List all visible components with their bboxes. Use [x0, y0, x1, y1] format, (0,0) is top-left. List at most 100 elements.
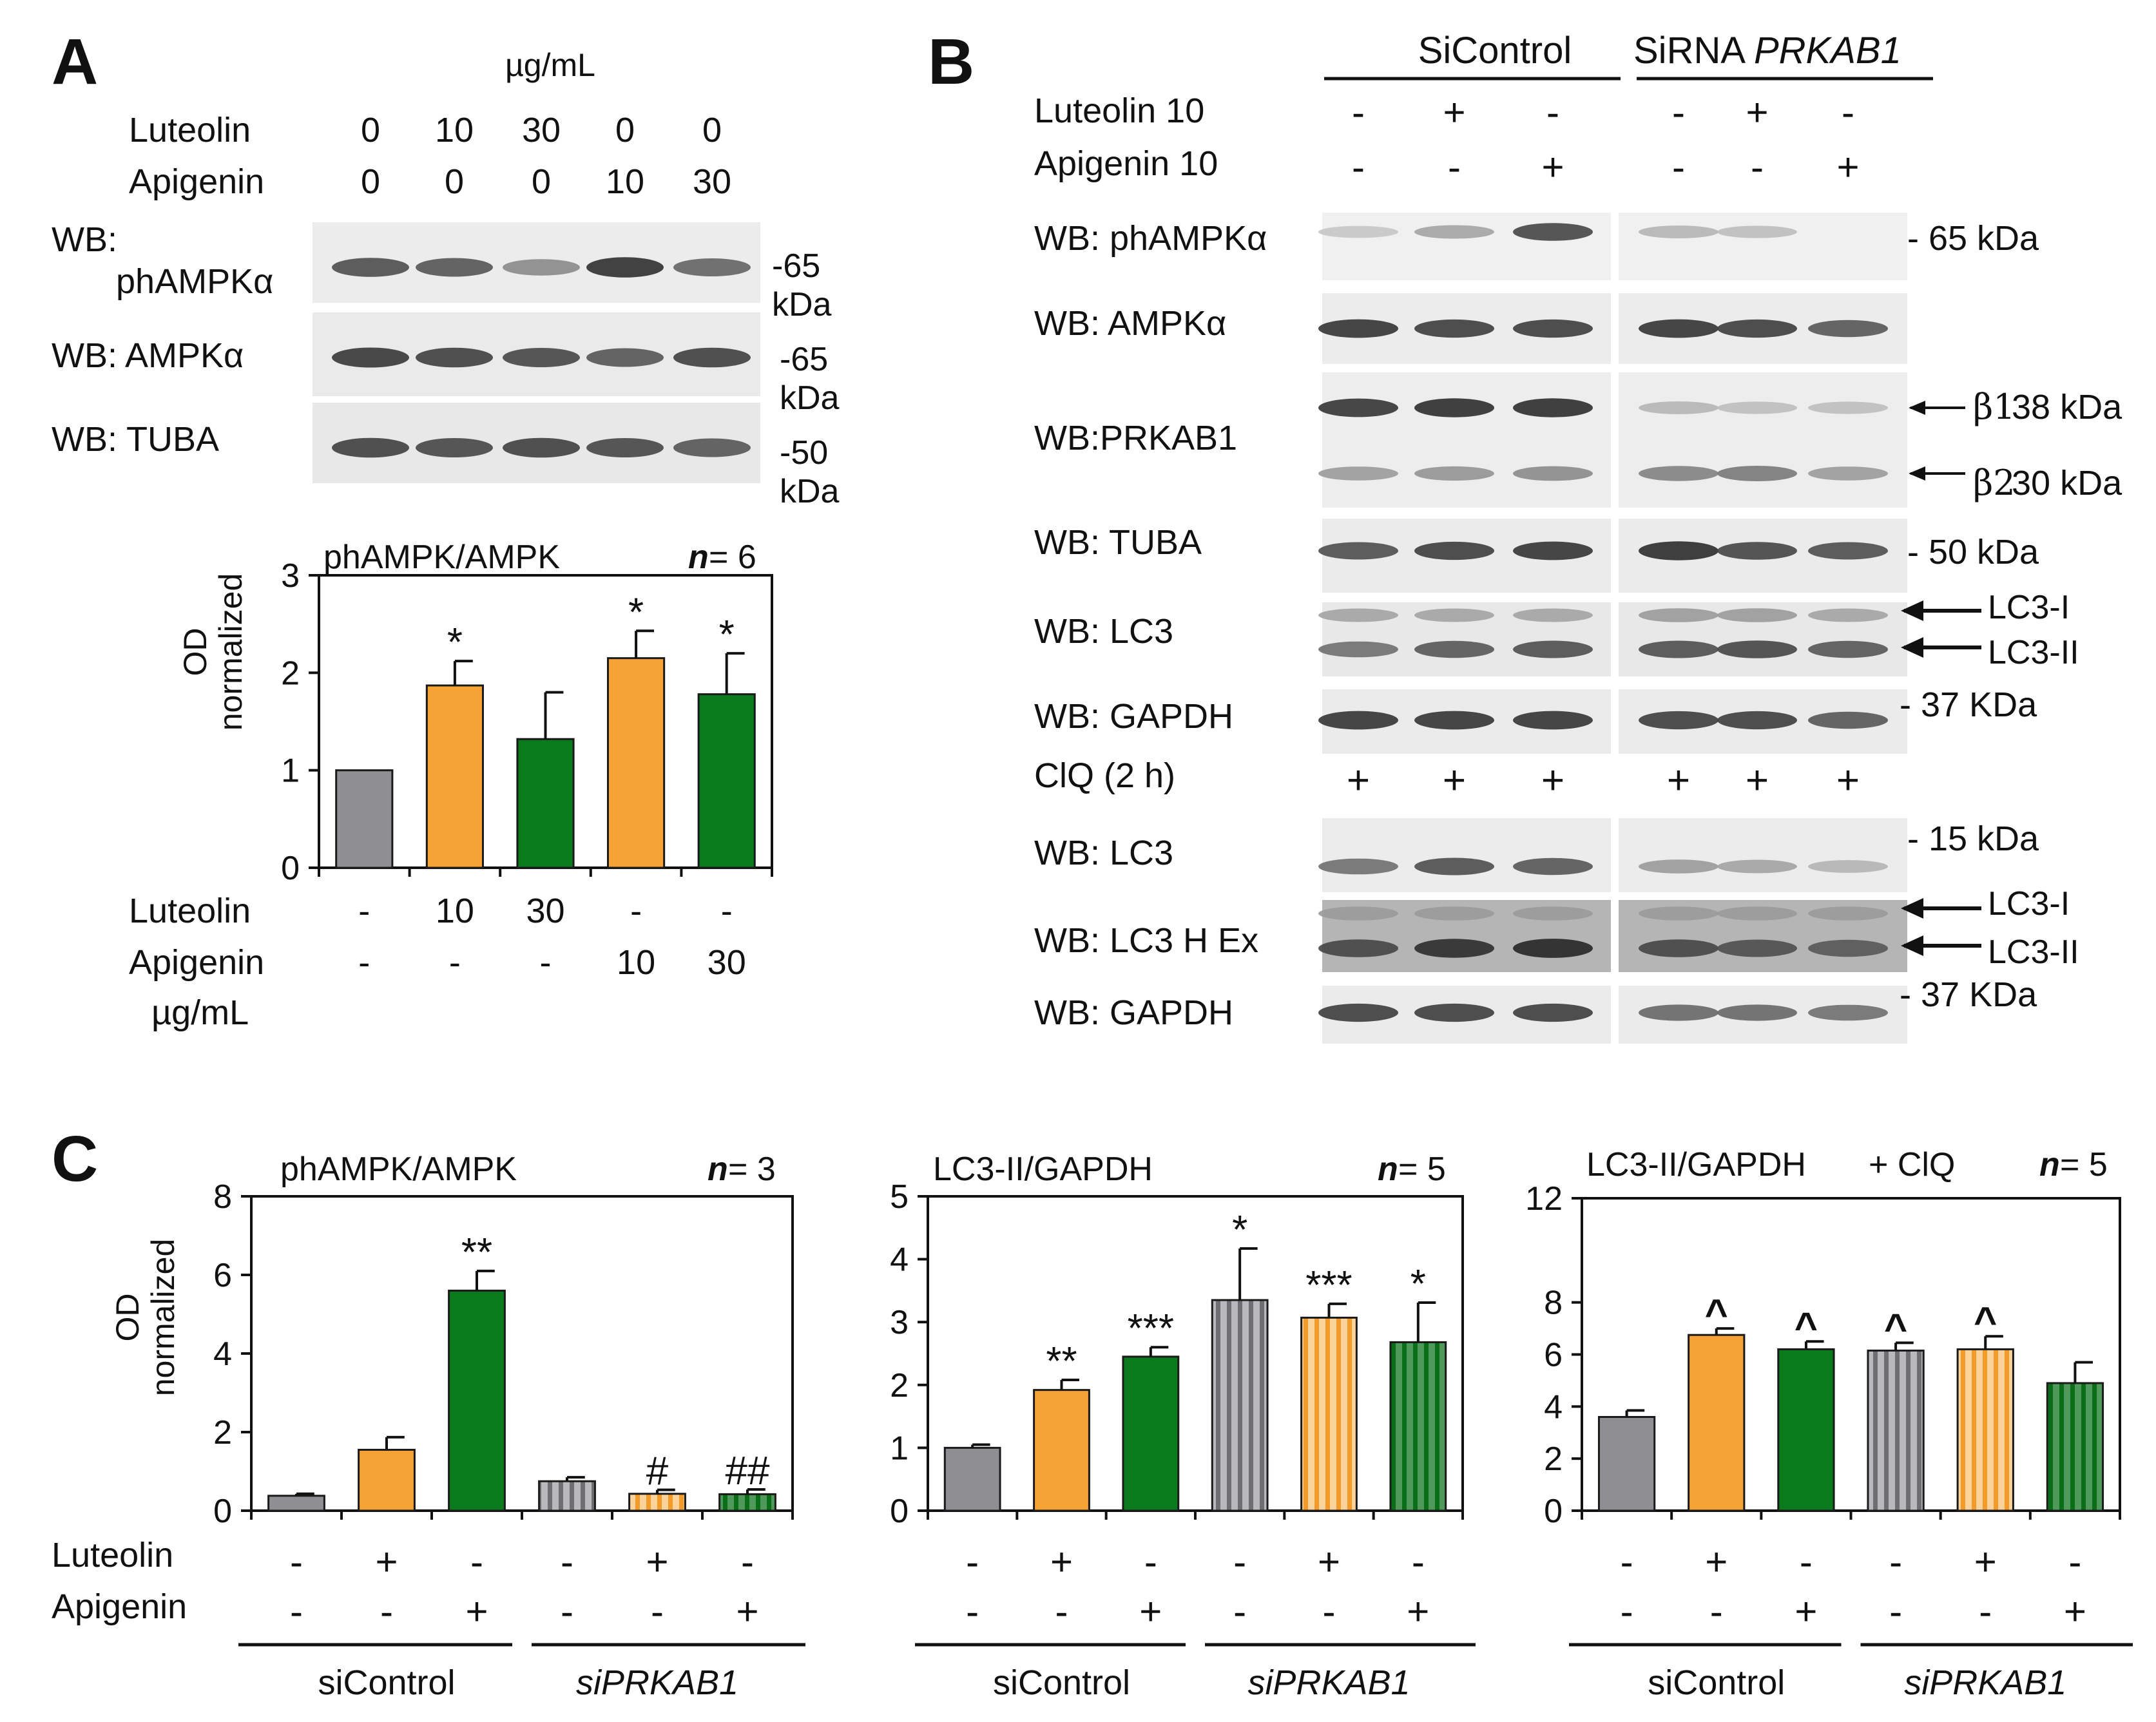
y-tick-label: 0 — [281, 850, 300, 887]
c3-chart: 0 2 4 6 8 12 ^ ^ ^ ^ — [1525, 1180, 2121, 1530]
bar — [1033, 1389, 1090, 1512]
treatment-sign-luteolin: - — [1233, 1540, 1246, 1583]
panel-b-apigenin-sign: - — [1448, 146, 1461, 189]
bar — [1211, 1299, 1269, 1512]
blot-band — [416, 347, 493, 368]
blot-band — [503, 437, 580, 458]
blot-band — [586, 438, 664, 457]
panel-a-apigenin-dose: 10 — [606, 162, 644, 201]
blot-band — [1513, 223, 1593, 241]
bar — [1777, 1348, 1835, 1512]
blot-band — [1414, 906, 1494, 921]
panel-b-apigenin-label: Apigenin 10 — [1034, 144, 1218, 183]
y-tick-label: 0 — [890, 1493, 909, 1530]
blot-band — [1717, 319, 1797, 338]
panel-a-bands — [332, 257, 751, 458]
y-tick-label: 3 — [890, 1304, 909, 1341]
panel-b-clq-sign: + — [1746, 758, 1769, 803]
treatment-sign-apigenin: - — [290, 1590, 303, 1633]
blot-band — [1639, 225, 1718, 238]
panel-a-ylabel-2: normalized — [213, 573, 249, 731]
blot-band — [503, 348, 580, 367]
treatment-sign-luteolin: + — [375, 1540, 398, 1583]
blot-band — [332, 437, 409, 458]
panel-a-blot2-size: -65 — [780, 341, 828, 378]
y-tick-label: 2 — [1544, 1440, 1563, 1478]
treatment-sign-apigenin: - — [1889, 1590, 1902, 1633]
plot-frame — [1581, 1197, 2121, 1512]
panel-a-chart: 0 1 2 3 * * * — [281, 557, 773, 887]
panel-b-marker-65: - 65 kDa — [1907, 219, 2039, 258]
panel-a-x-luteolin: - — [721, 892, 733, 930]
blot-band — [1414, 1003, 1494, 1022]
panel-a-x-apigenin: - — [358, 943, 370, 982]
blot-band — [1808, 542, 1888, 560]
blot-band — [1513, 640, 1593, 658]
treatment-sign-luteolin: - — [1889, 1540, 1902, 1583]
blot-band — [332, 347, 409, 368]
blot-band — [1639, 1004, 1718, 1021]
blot-band — [1717, 711, 1797, 730]
panel-b-lc3ii-arrow — [1901, 637, 1981, 658]
panel-a-x-apigenin-values: - - - 10 30 — [358, 943, 746, 982]
panel-a-blot3-unit: kDa — [780, 473, 840, 510]
blot-band — [1414, 225, 1494, 239]
treatment-sign-luteolin: - — [1621, 1540, 1633, 1583]
blot-band — [1513, 541, 1593, 560]
group-label-siprkab1: siPRKAB1 — [576, 1663, 738, 1702]
blot-band — [1717, 859, 1797, 874]
significance-mark: *** — [1128, 1306, 1174, 1351]
blot-band — [1414, 939, 1494, 958]
blot-membrane — [1619, 372, 1907, 508]
treatment-sign-luteolin: - — [1412, 1540, 1425, 1583]
treatment-sign-luteolin: - — [1144, 1540, 1157, 1583]
blot-band — [1318, 858, 1398, 875]
c1-title: phAMPK/AMPK — [280, 1151, 517, 1188]
bar — [1300, 1316, 1358, 1512]
panel-b-hex-lc3i-label: LC3-I — [1988, 885, 2070, 923]
treatment-sign-apigenin: - — [1621, 1590, 1633, 1633]
treatment-sign-apigenin: + — [465, 1590, 488, 1633]
blot-band — [1414, 640, 1494, 658]
plot-frame — [927, 1195, 1464, 1512]
panel-c-ylabel-2: normalized — [145, 1239, 181, 1397]
blot-band — [1808, 466, 1888, 481]
group-label-siprkab1: siPRKAB1 — [1904, 1663, 2066, 1702]
panel-b-marker-50: - 50 kDa — [1907, 533, 2039, 571]
panel-b: B SiControl SiRNA PRKAB1 Luteolin 10 Api… — [928, 26, 2122, 1044]
blot-band — [1639, 711, 1718, 730]
blot-band — [1318, 225, 1398, 238]
panel-a-x-apigenin: 10 — [617, 943, 655, 982]
blot-band — [586, 257, 664, 278]
group-label-sicontrol: siControl — [1648, 1663, 1785, 1702]
panel-a-conc-unit: µg/mL — [505, 47, 595, 83]
bar — [1389, 1341, 1447, 1512]
panel-a-blot1-size: -65 — [772, 247, 820, 285]
panel-b-apigenin-sign: + — [1541, 146, 1564, 189]
panel-a-luteolin-dose: 30 — [522, 111, 561, 149]
treatment-sign-apigenin: - — [1979, 1590, 1992, 1633]
bar — [516, 738, 575, 869]
panel-a-chart-title: phAMPK/AMPK — [323, 539, 560, 576]
significance-mark: * — [628, 590, 644, 635]
blot-band — [1808, 906, 1888, 921]
treatment-sign-apigenin: - — [966, 1590, 979, 1633]
bar — [1122, 1355, 1180, 1512]
panel-b-group2: SiRNA PRKAB1 — [1633, 30, 1901, 72]
panel-a-x-luteolin: 10 — [436, 892, 474, 930]
significance-mark: * — [719, 613, 735, 657]
panel-b-blot-label-ampk: WB: AMPKα — [1034, 304, 1226, 343]
blot-band — [1513, 939, 1593, 958]
c3-title: LC3-II/GAPDH — [1586, 1146, 1806, 1183]
panel-c-apigenin-label: Apigenin — [52, 1587, 187, 1626]
c1-n-label: n — [707, 1151, 728, 1188]
blot-band — [1639, 401, 1718, 414]
significance-mark: # — [646, 1449, 669, 1494]
treatment-sign-luteolin: + — [1050, 1540, 1073, 1583]
blot-band — [1717, 401, 1797, 414]
blot-membrane — [1322, 818, 1611, 892]
panel-b-beta2-size: 30 kDa — [2012, 464, 2122, 502]
y-tick-label: 4 — [1544, 1388, 1563, 1426]
panel-b-blot-label-prkab1: WB:PRKAB1 — [1034, 419, 1237, 457]
c3-n-label: n — [2039, 1146, 2060, 1183]
